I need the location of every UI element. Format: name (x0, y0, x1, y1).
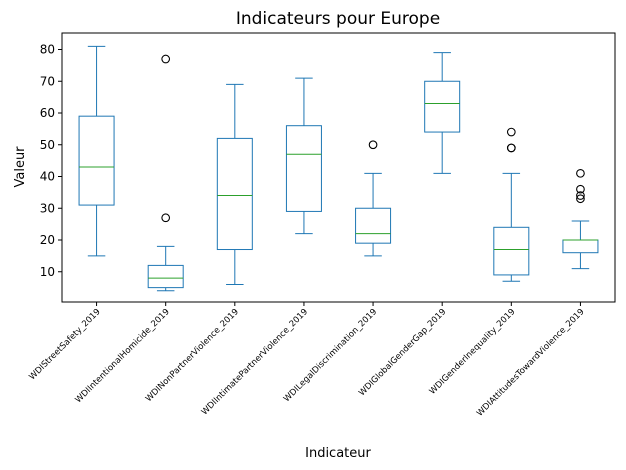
chart-title: Indicateurs pour Europe (236, 9, 440, 29)
y-axis: 10 20 30 40 50 60 70 80 (40, 43, 62, 279)
y-tick-label: 10 (40, 265, 55, 279)
box-WDIIntentionalHomicide_2019 (147, 54, 184, 292)
iqr-box (216, 137, 253, 251)
outlier-point (576, 191, 585, 200)
outlier-point (368, 140, 378, 150)
y-tick-label: 20 (40, 233, 55, 247)
outlier-point (576, 168, 585, 178)
iqr-box (355, 207, 392, 244)
y-tick-label: 70 (40, 74, 55, 88)
iqr-box (78, 115, 115, 206)
iqr-box (147, 264, 184, 289)
box-WDIGlobalGenderGap_2019 (424, 52, 461, 174)
iqr-box (493, 226, 530, 276)
y-tick-label: 30 (40, 201, 55, 215)
box-WDIGenderInequality_2019 (493, 127, 530, 282)
x-axis-label: Indicateur (305, 446, 371, 461)
y-tick-label: 80 (40, 43, 55, 57)
outlier-point (506, 143, 516, 153)
y-axis-label: Valeur (13, 146, 28, 188)
iqr-box (285, 125, 322, 212)
outlier-point (161, 54, 171, 64)
outlier-point (161, 213, 171, 223)
box-WDINonPartnerViolence_2019 (216, 83, 253, 285)
iqr-box (562, 239, 599, 254)
boxes (78, 45, 599, 292)
x-tick-label: WDIAttitudesTowardViolence_2019 (475, 307, 587, 419)
outlier-point (506, 127, 516, 137)
box-WDILegalDiscrimination_2019 (355, 140, 392, 257)
x-tick-label: WDIStreetSafety_2019 (27, 307, 102, 382)
outlier-point (576, 184, 585, 194)
box-WDIIntimatePartnerViolence_2019 (285, 77, 322, 235)
y-tick-label: 50 (40, 138, 55, 152)
y-tick-label: 60 (40, 106, 55, 120)
outlier-point (576, 194, 585, 204)
plot-area (61, 32, 616, 303)
box-WDIAttitudesTowardViolence_2019 (562, 168, 599, 270)
x-axis: WDIStreetSafety_2019WDIIntentionalHomici… (27, 302, 587, 419)
y-tick-label: 40 (40, 170, 55, 184)
iqr-box (424, 80, 461, 133)
box-WDIStreetSafety_2019 (78, 45, 115, 257)
